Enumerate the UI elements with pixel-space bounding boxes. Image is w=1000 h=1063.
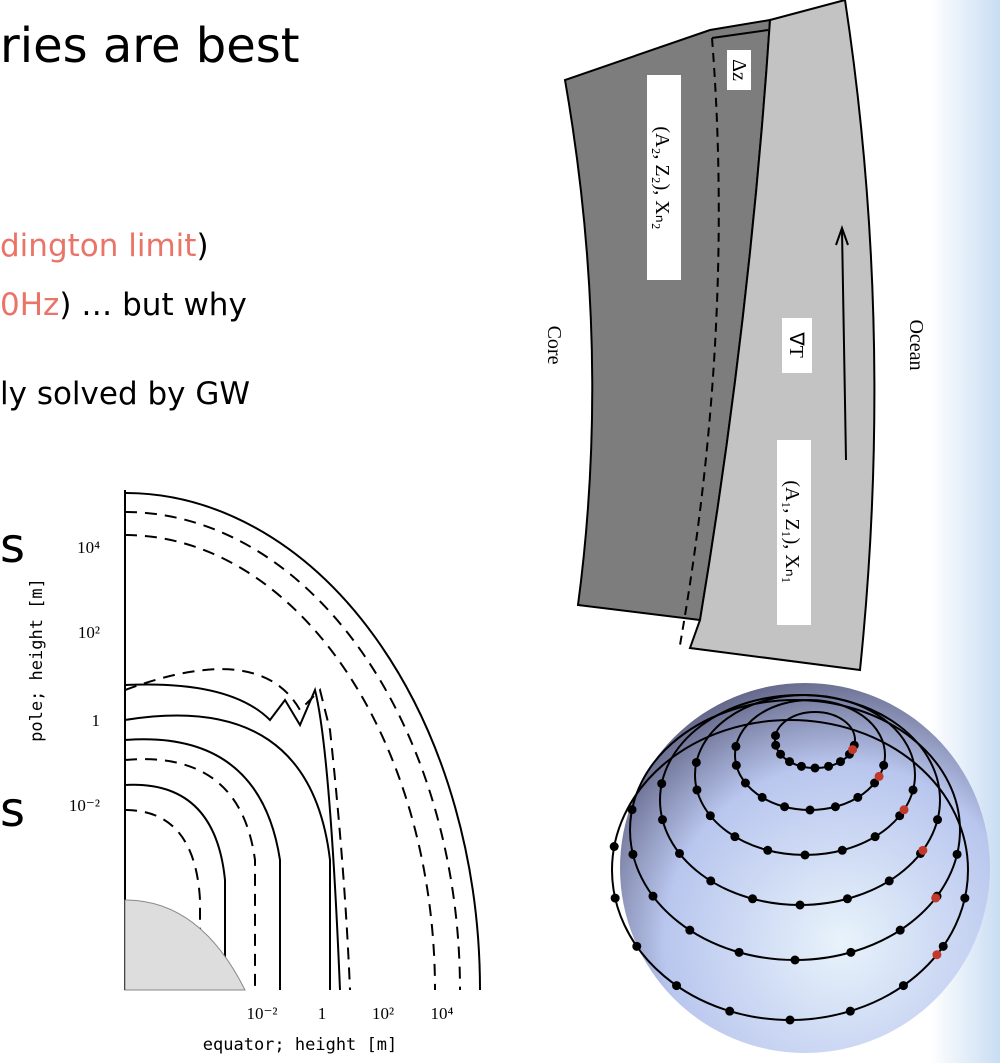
point: [879, 761, 888, 770]
point: [931, 893, 940, 902]
point: [909, 785, 918, 794]
point: [735, 948, 744, 957]
point: [731, 742, 740, 751]
point: [732, 761, 741, 770]
y-tick-label: 10⁴: [77, 538, 100, 557]
point: [648, 892, 657, 901]
point: [939, 942, 948, 951]
point: [657, 779, 666, 788]
bullet-text: ): [196, 228, 208, 264]
point: [706, 876, 715, 885]
point: [797, 762, 806, 771]
fragment: s: [0, 518, 25, 574]
point: [771, 741, 780, 750]
crust-figure: (A₂, Z₂), Xₙ₂ (A₁, Z₁), Xₙ₁ Δz ∇T Core O…: [543, 0, 927, 670]
point: [900, 805, 909, 814]
bullet-text: ) … but why: [59, 287, 246, 323]
point: [611, 894, 620, 903]
bullet: dington limit): [0, 228, 209, 264]
point: [843, 894, 852, 903]
sphere-figure: [610, 683, 990, 1053]
highlight: dington limit: [0, 228, 196, 264]
point: [771, 731, 780, 740]
point: [932, 950, 941, 959]
point: [853, 793, 862, 802]
point: [706, 811, 715, 820]
title: ries are best: [0, 18, 300, 74]
point: [675, 849, 684, 858]
y-axis-label: pole; height [m]: [27, 578, 47, 742]
point: [632, 942, 641, 951]
x-tick-label: 1: [318, 1004, 327, 1023]
point: [628, 850, 637, 859]
point: [885, 876, 894, 885]
point: [838, 846, 847, 855]
point: [875, 772, 884, 781]
point: [741, 778, 750, 787]
point: [953, 850, 962, 859]
label: Ocean: [905, 319, 927, 370]
label: (A₁, Z₁), Xₙ₁: [781, 480, 803, 583]
point: [692, 758, 701, 767]
point: [730, 832, 739, 841]
x-tick-label: 10⁴: [431, 1004, 454, 1023]
sphere: [620, 683, 990, 1053]
y-tick-label: 1: [92, 711, 101, 730]
point: [896, 926, 905, 935]
highlight: 0Hz: [0, 287, 59, 323]
point: [796, 901, 805, 910]
x-axis-label: equator; height [m]: [203, 1035, 397, 1055]
point: [960, 894, 969, 903]
point: [776, 750, 785, 759]
point: [831, 802, 840, 811]
point: [672, 981, 681, 990]
slide: ries are best dington limit) 0Hz) … but …: [0, 0, 1000, 1063]
bullet: ly solved by GW: [0, 376, 250, 412]
point: [824, 762, 833, 771]
y-tick-label: 10⁻²: [69, 796, 100, 815]
point: [786, 1016, 795, 1025]
point: [933, 815, 942, 824]
point: [610, 842, 619, 851]
label: Δz: [728, 59, 750, 81]
label: ∇T: [785, 331, 807, 358]
point: [836, 757, 845, 766]
fragment: s: [0, 782, 25, 838]
point: [692, 785, 701, 794]
point: [801, 851, 810, 860]
label: Core: [543, 326, 565, 365]
point: [899, 981, 908, 990]
point: [848, 745, 857, 754]
point: [658, 815, 667, 824]
point: [758, 793, 767, 802]
contour-figure: pole; height [m] 10⁴ 10² 1 10⁻² 10⁻² 1 1…: [27, 490, 480, 1055]
point: [846, 948, 855, 957]
point: [763, 846, 772, 855]
point: [871, 832, 880, 841]
x-tick-label: 10²: [372, 1004, 394, 1023]
point: [806, 806, 815, 815]
point: [918, 846, 927, 855]
label: (A₂, Z₂), Xₙ₂: [651, 126, 673, 229]
point: [780, 802, 789, 811]
point: [791, 956, 800, 965]
y-tick-label: 10²: [78, 623, 100, 642]
point: [811, 764, 820, 773]
bullet: 0Hz) … but why: [0, 287, 247, 323]
x-tick-label: 10⁻²: [246, 1004, 277, 1023]
point: [725, 1007, 734, 1016]
point: [685, 926, 694, 935]
point: [785, 757, 794, 766]
point: [846, 1007, 855, 1016]
point: [748, 894, 757, 903]
